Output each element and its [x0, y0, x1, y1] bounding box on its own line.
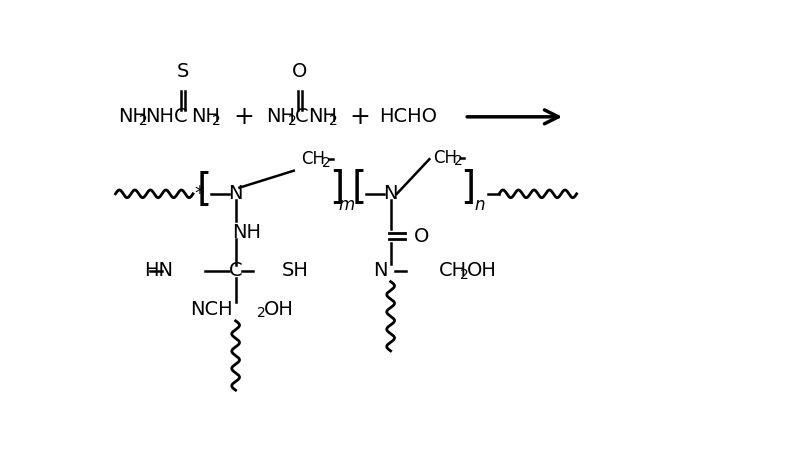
Text: CH: CH	[438, 261, 467, 280]
Text: 2: 2	[460, 268, 469, 281]
Text: N: N	[373, 261, 387, 280]
Text: CH: CH	[434, 149, 458, 166]
Text: OH: OH	[263, 300, 294, 319]
Text: CH: CH	[302, 150, 326, 168]
Text: 2: 2	[322, 156, 331, 170]
Text: HN: HN	[145, 261, 174, 280]
Text: N: N	[228, 184, 243, 203]
Text: SH: SH	[282, 261, 309, 280]
Text: 2: 2	[330, 114, 338, 128]
Text: +: +	[349, 105, 370, 129]
Text: O: O	[414, 227, 430, 245]
Text: C: C	[229, 261, 242, 280]
Text: [: [	[197, 171, 212, 209]
Text: NH: NH	[190, 107, 220, 126]
Text: n: n	[474, 196, 485, 214]
Text: NH: NH	[266, 107, 296, 126]
Text: O: O	[292, 62, 308, 81]
Text: OH: OH	[466, 261, 497, 280]
Text: NH: NH	[308, 107, 337, 126]
Text: *: *	[194, 184, 205, 203]
Text: +: +	[233, 105, 254, 129]
Text: 2: 2	[138, 114, 147, 128]
Text: 2: 2	[258, 306, 266, 320]
Text: NH: NH	[233, 223, 262, 242]
Text: NCH: NCH	[190, 300, 233, 319]
Text: HCHO: HCHO	[379, 107, 437, 126]
Text: N: N	[383, 184, 398, 203]
Text: ]: ]	[329, 169, 344, 207]
Text: 2: 2	[211, 114, 220, 128]
Text: [: [	[352, 169, 367, 207]
Text: m: m	[338, 196, 354, 214]
Text: S: S	[177, 62, 189, 81]
Text: NHC: NHC	[145, 107, 187, 126]
Text: 2: 2	[454, 155, 463, 168]
Text: C: C	[294, 107, 308, 126]
Text: NH: NH	[118, 107, 147, 126]
Text: 2: 2	[288, 114, 297, 128]
Text: ]: ]	[461, 169, 476, 207]
